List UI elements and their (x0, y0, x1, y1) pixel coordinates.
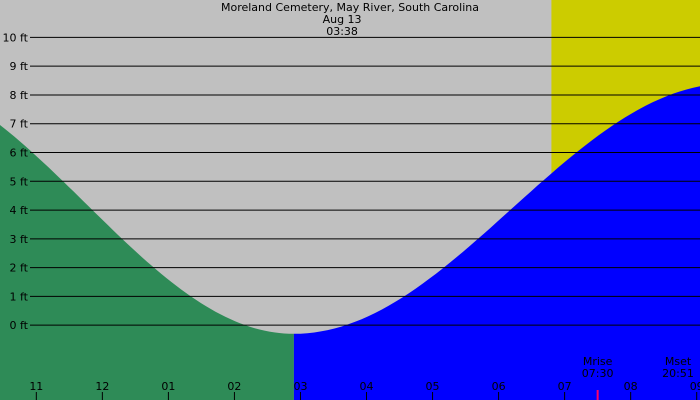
y-tick-label: 4 ft (10, 204, 29, 217)
moon-event-name: Mrise (583, 355, 613, 368)
x-tick-label: 05 (426, 380, 440, 393)
y-tick-label: 1 ft (10, 290, 29, 303)
height-gridlines (30, 36, 700, 326)
y-tick-label: 8 ft (10, 89, 29, 102)
x-tick-label: 03 (293, 380, 307, 393)
x-axis-labels: 11 12 01 02 03 04 05 06 07 08 09 (29, 380, 700, 393)
x-tick-label: 12 (95, 380, 109, 393)
x-tick-label: 04 (360, 380, 374, 393)
y-tick-label: 3 ft (10, 233, 29, 246)
x-axis-ticks (35, 392, 698, 400)
x-tick-label: 02 (227, 380, 241, 393)
x-tick-label: 09 (690, 380, 700, 393)
y-tick-label: 2 ft (10, 262, 29, 275)
moon-event-time: 07:30 (582, 367, 614, 380)
x-tick-label: 11 (29, 380, 43, 393)
tide-areas (0, 86, 700, 400)
x-tick-label: 07 (558, 380, 572, 393)
y-axis-labels: 10 ft 9 ft 8 ft 7 ft 6 ft 5 ft 4 ft 3 ft 2 ft 1 f… (3, 31, 29, 332)
y-tick-label: 0 ft (10, 319, 29, 332)
y-tick-label: 10 ft (3, 31, 29, 44)
x-tick-label: 08 (624, 380, 638, 393)
y-tick-label: 9 ft (10, 60, 29, 73)
x-tick-label: 06 (492, 380, 506, 393)
falling-tide-area (0, 125, 294, 400)
x-tick-label: 01 (161, 380, 175, 393)
y-tick-label: 5 ft (10, 175, 29, 188)
time-label-time: 03:38 (326, 25, 358, 38)
moon-event-name: Mset (665, 355, 692, 368)
y-tick-label: 6 ft (10, 147, 29, 160)
time-label-date: Aug 13 (323, 13, 362, 26)
moon-event-time: 20:51 (662, 367, 694, 380)
rising-tide-area (293, 86, 700, 400)
chart-title: Moreland Cemetery, May River, South Caro… (221, 1, 479, 14)
y-tick-label: 7 ft (10, 118, 29, 131)
